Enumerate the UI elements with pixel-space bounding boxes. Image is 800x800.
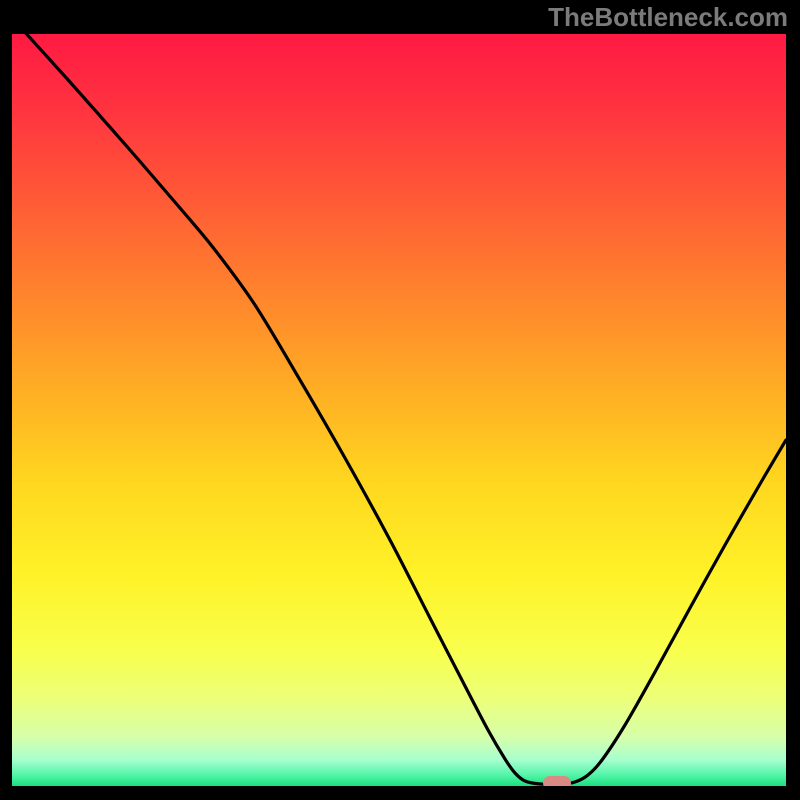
watermark-text: TheBottleneck.com — [548, 2, 788, 33]
bottleneck-chart-svg — [0, 0, 800, 800]
chart-stage: { "canvas": { "width": 800, "height": 80… — [0, 0, 800, 800]
plot-area — [12, 18, 786, 790]
